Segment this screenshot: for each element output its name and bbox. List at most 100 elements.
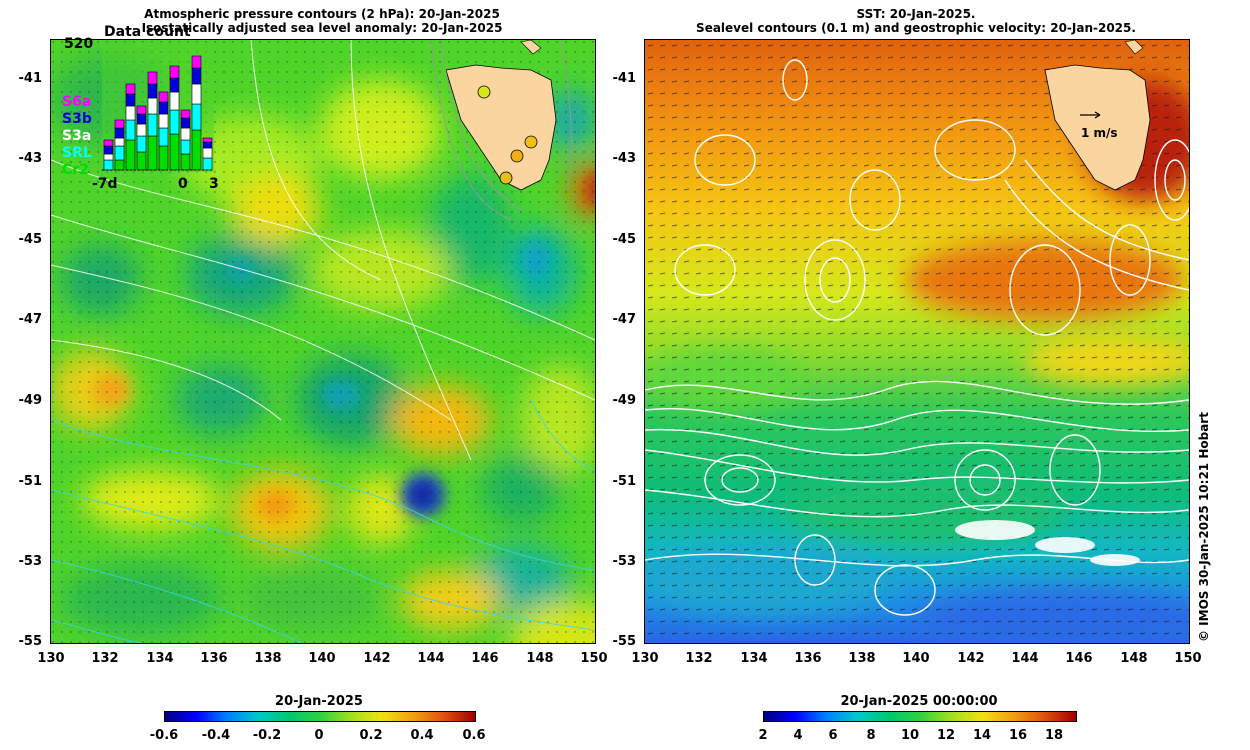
inset-bar-segment bbox=[158, 145, 169, 171]
x-tick: 134 bbox=[146, 651, 174, 666]
x-tick: 140 bbox=[902, 651, 930, 666]
inset-bar-segment bbox=[147, 135, 158, 171]
cb-label: 0 bbox=[314, 728, 324, 743]
inset-bar-segment bbox=[136, 105, 147, 115]
sealevel-contours bbox=[645, 59, 1189, 616]
inset-bar-segment bbox=[103, 145, 114, 155]
inset-x-zero: 0 bbox=[178, 176, 188, 192]
inset-bar-segment bbox=[125, 139, 136, 171]
inset-bar-segment bbox=[114, 119, 125, 129]
inset-title: Data count bbox=[104, 24, 191, 40]
inset-bar-segment bbox=[114, 145, 125, 161]
cb-label: 14 bbox=[972, 728, 992, 743]
cb-label: 18 bbox=[1044, 728, 1064, 743]
cb-label: 4 bbox=[793, 728, 803, 743]
inset-bar-segment bbox=[125, 105, 136, 121]
cb-label: 2 bbox=[758, 728, 768, 743]
legend-s6a: S6a bbox=[62, 94, 92, 110]
x-tick: 132 bbox=[685, 651, 713, 666]
x-tick: 138 bbox=[254, 651, 282, 666]
inset-bar-chart bbox=[102, 42, 214, 172]
x-tick: 146 bbox=[471, 651, 499, 666]
inset-bar-segment bbox=[158, 91, 169, 103]
inset-bar-segment bbox=[202, 141, 213, 149]
y-tick: -55 bbox=[18, 634, 43, 649]
right-title-line1: SST: 20-Jan-2025. bbox=[856, 7, 976, 21]
x-tick: 150 bbox=[1174, 651, 1202, 666]
left-colorbar bbox=[164, 711, 476, 722]
y-tick: -41 bbox=[18, 71, 43, 86]
inset-bar-segment bbox=[191, 129, 202, 171]
cb-label: 6 bbox=[828, 728, 838, 743]
cb-label: -0.2 bbox=[252, 728, 282, 743]
inset-bar-segment bbox=[103, 159, 114, 171]
tasmania-land bbox=[445, 64, 557, 191]
inset-bar-segment bbox=[169, 91, 180, 111]
inset-bar-segment bbox=[103, 139, 114, 147]
x-tick: 144 bbox=[417, 651, 445, 666]
legend-cr2: Cr2 bbox=[62, 162, 89, 178]
inset-x-start: -7d bbox=[92, 176, 118, 192]
inset-bar-segment bbox=[147, 97, 158, 115]
sla-map[interactable] bbox=[50, 39, 596, 644]
gauge-marker[interactable] bbox=[524, 135, 538, 149]
x-tick: 132 bbox=[91, 651, 119, 666]
velocity-scale-label: 1 m/s bbox=[1081, 126, 1118, 140]
inset-bar-segment bbox=[158, 101, 169, 115]
sst-map[interactable]: 1 m/s bbox=[644, 39, 1190, 644]
inset-bar-segment bbox=[180, 153, 191, 171]
cb-label: 16 bbox=[1008, 728, 1028, 743]
inset-bar-segment bbox=[202, 137, 213, 143]
inset-bar-segment bbox=[114, 159, 125, 171]
inset-bar-segment bbox=[180, 117, 191, 129]
inset-x-end: 3 bbox=[209, 176, 219, 192]
cb-label: 10 bbox=[900, 728, 920, 743]
data-count-inset: Data count 520 S6a S3b S3a SRL Cr2 -7d 0… bbox=[62, 24, 222, 194]
cb-label: 0.6 bbox=[462, 728, 486, 743]
x-tick: 130 bbox=[37, 651, 65, 666]
x-tick: 142 bbox=[363, 651, 391, 666]
y-tick: -47 bbox=[612, 312, 637, 327]
y-tick: -43 bbox=[612, 151, 637, 166]
cb-label: -0.6 bbox=[149, 728, 179, 743]
imos-credit: © IMOS 30-Jan-2025 10:21 Hobart bbox=[1197, 412, 1211, 642]
right-colorbar bbox=[763, 711, 1077, 722]
cb-label: 0.2 bbox=[359, 728, 383, 743]
pressure-contours bbox=[51, 40, 595, 461]
gauge-marker[interactable] bbox=[499, 171, 513, 185]
x-tick: 136 bbox=[200, 651, 228, 666]
gauge-marker[interactable] bbox=[510, 149, 524, 163]
x-tick: 138 bbox=[848, 651, 876, 666]
inset-bar-segment bbox=[169, 77, 180, 93]
x-tick: 144 bbox=[1011, 651, 1039, 666]
inset-bar-segment bbox=[125, 119, 136, 141]
inset-bar-segment bbox=[158, 113, 169, 129]
y-tick: -55 bbox=[612, 634, 637, 649]
inset-bar-segment bbox=[169, 109, 180, 135]
x-tick: 140 bbox=[308, 651, 336, 666]
gauge-marker[interactable] bbox=[477, 85, 491, 99]
x-tick: 146 bbox=[1065, 651, 1093, 666]
inset-bar-segment bbox=[136, 151, 147, 171]
legend-s3a: S3a bbox=[62, 128, 92, 144]
inset-bar-segment bbox=[158, 127, 169, 147]
y-tick: -51 bbox=[18, 474, 43, 489]
left-title-line1: Atmospheric pressure contours (2 hPa): 2… bbox=[144, 7, 500, 21]
x-tick: 148 bbox=[1120, 651, 1148, 666]
inset-bar-segment bbox=[147, 83, 158, 99]
x-tick: 136 bbox=[794, 651, 822, 666]
cb-label: 8 bbox=[866, 728, 876, 743]
tasmania-land bbox=[1044, 64, 1151, 191]
inset-bar-segment bbox=[136, 135, 147, 153]
y-tick: -53 bbox=[612, 554, 637, 569]
legend-s3b: S3b bbox=[62, 111, 92, 127]
x-tick: 150 bbox=[580, 651, 608, 666]
inset-max: 520 bbox=[64, 36, 94, 52]
sla-map-graphic bbox=[51, 40, 595, 643]
cb-label: 12 bbox=[936, 728, 956, 743]
inset-bar-segment bbox=[125, 93, 136, 107]
x-tick: 134 bbox=[740, 651, 768, 666]
y-tick: -47 bbox=[18, 312, 43, 327]
inset-bar-segment bbox=[191, 67, 202, 85]
inset-bar-segment bbox=[136, 113, 147, 125]
